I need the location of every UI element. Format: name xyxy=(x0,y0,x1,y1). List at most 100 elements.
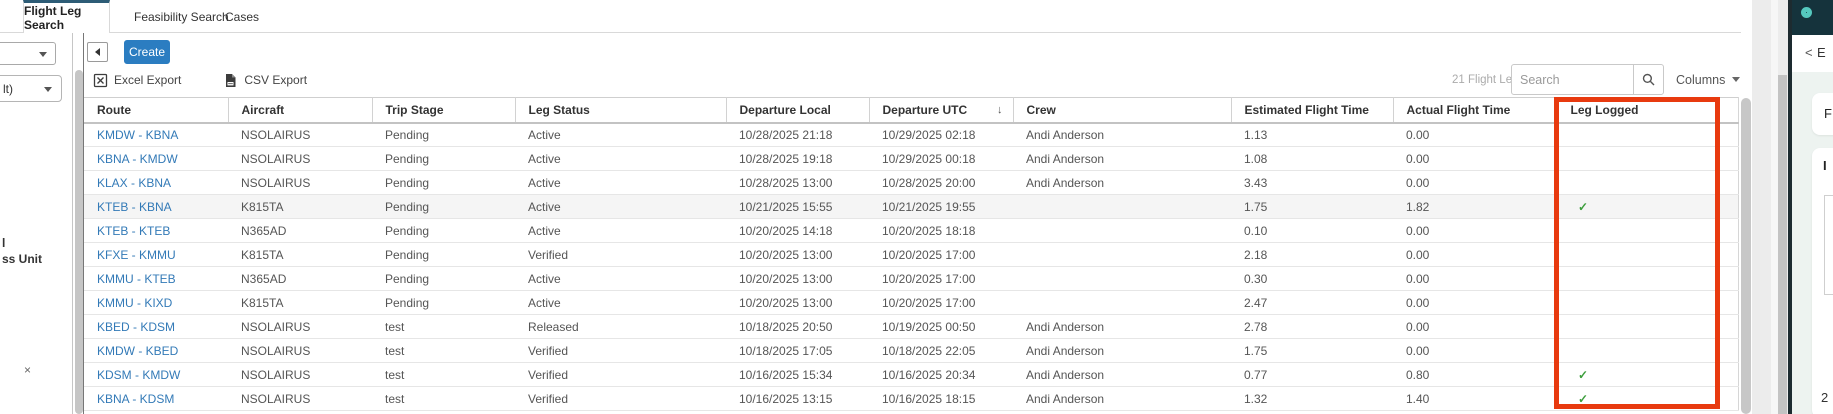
leg-logged-check-icon: ✓ xyxy=(1578,391,1589,406)
cell-crew: Andi Anderson xyxy=(1013,122,1231,147)
csv-export-button[interactable]: CSV Export xyxy=(223,73,307,88)
side-window-header xyxy=(1792,0,1833,35)
columns-dropdown[interactable]: Columns xyxy=(1676,64,1741,95)
filter-dropdown-2[interactable]: lt) xyxy=(0,75,62,102)
table-row[interactable]: KMMU - KTEB N365AD Pending Active 10/20/2025… xyxy=(84,266,1738,291)
cell-aircraft: NSOLAIRUS xyxy=(228,386,372,411)
column-header-leg-logged[interactable]: Leg Logged xyxy=(1557,97,1738,124)
cell-estimated-flight-time: 0.77 xyxy=(1231,362,1393,387)
tab-feasibility-search[interactable]: Feasibility Search xyxy=(134,9,229,24)
cell-departure-utc: 10/16/2025 20:34 xyxy=(869,362,1013,387)
cell-estimated-flight-time: 1.32 xyxy=(1231,386,1393,411)
cell-aircraft: K815TA xyxy=(228,242,372,267)
collapse-panel-button[interactable] xyxy=(87,42,108,62)
cell-estimated-flight-time: 2.18 xyxy=(1231,242,1393,267)
column-header-estimated-flight-time[interactable]: Estimated Flight Time xyxy=(1231,97,1394,124)
cell-leg-status: Active xyxy=(515,266,726,291)
cell-departure-utc: 10/19/2025 00:50 xyxy=(869,314,1013,339)
window-scrollbar[interactable] xyxy=(1778,75,1787,414)
search-button[interactable] xyxy=(1633,65,1663,94)
table-row[interactable]: KDSM - KMDW NSOLAIRUS test Verified 10/16/20… xyxy=(84,362,1738,387)
route-link[interactable]: KBNA - KDSM xyxy=(97,391,175,406)
cell-aircraft: K815TA xyxy=(228,290,372,315)
cell-actual-flight-time: 0.00 xyxy=(1393,170,1557,195)
cell-leg-status: Active xyxy=(515,146,726,171)
cell-route: KBED - KDSM xyxy=(84,314,228,339)
tab-cases[interactable]: Cases xyxy=(225,9,260,24)
cell-departure-local: 10/18/2025 20:50 xyxy=(726,314,869,339)
filter-dropdown-1[interactable] xyxy=(0,42,56,65)
cell-departure-utc: 10/20/2025 17:00 xyxy=(869,290,1013,315)
table-row[interactable]: KBNA - KMDW NSOLAIRUS Pending Active 10/28/2… xyxy=(84,146,1738,171)
cell-crew xyxy=(1013,218,1231,243)
route-link[interactable]: KBED - KDSM xyxy=(97,319,176,334)
route-link[interactable]: KLAX - KBNA xyxy=(97,175,172,190)
cell-estimated-flight-time: 2.78 xyxy=(1231,314,1393,339)
cell-aircraft: NSOLAIRUS xyxy=(228,314,372,339)
tab-flight-leg-search[interactable]: Flight Leg Search xyxy=(23,0,110,33)
route-link[interactable]: KMMU - KTEB xyxy=(97,271,176,286)
route-link[interactable]: KMDW - KBNA xyxy=(97,127,179,142)
route-link[interactable]: KTEB - KBNA xyxy=(97,199,172,214)
excel-export-button[interactable]: Excel Export xyxy=(93,73,181,88)
table-row[interactable]: KTEB - KBNA K815TA Pending Active 10/21/2025… xyxy=(84,194,1738,219)
cell-crew xyxy=(1013,242,1231,267)
column-header-crew[interactable]: Crew xyxy=(1013,97,1232,124)
cell-crew: Andi Anderson xyxy=(1013,338,1231,363)
table-row[interactable]: KMMU - KIXD K815TA Pending Active 10/20/2025… xyxy=(84,290,1738,315)
cell-aircraft: N365AD xyxy=(228,266,372,291)
flight-legs-count: 21 Flight Legs xyxy=(1452,74,1525,86)
route-link[interactable]: KTEB - KTEB xyxy=(97,223,171,238)
cell-aircraft: N365AD xyxy=(228,218,372,243)
cell-actual-flight-time: 0.00 xyxy=(1393,314,1557,339)
cell-leg-status: Active xyxy=(515,122,726,147)
column-header-departure-local[interactable]: Departure Local xyxy=(726,97,870,124)
side-window-body: F I 2 3 xyxy=(1792,72,1833,414)
column-header-departure-utc[interactable]: Departure UTC ↓ xyxy=(869,97,1014,124)
cell-actual-flight-time: 0.00 xyxy=(1393,266,1557,291)
cell-route: KMMU - KIXD xyxy=(84,290,228,315)
card-2-inner-field[interactable] xyxy=(1824,195,1833,295)
leg-logged-check-icon: ✓ xyxy=(1578,199,1589,214)
table-row[interactable]: KMDW - KBED NSOLAIRUS test Verified 10/18/20… xyxy=(84,338,1738,363)
window-gutter-light xyxy=(1771,0,1778,414)
table-row[interactable]: KMDW - KBNA NSOLAIRUS Pending Active 10/28/2… xyxy=(84,122,1738,147)
route-link[interactable]: KMDW - KBED xyxy=(97,343,179,358)
cell-departure-utc: 10/20/2025 18:18 xyxy=(869,218,1013,243)
cell-route: KLAX - KBNA xyxy=(84,170,228,195)
table-row[interactable]: KLAX - KBNA NSOLAIRUS Pending Active 10/28/2… xyxy=(84,170,1738,195)
cell-departure-utc: 10/20/2025 17:00 xyxy=(869,266,1013,291)
cell-route: KMDW - KBED xyxy=(84,338,228,363)
column-header-trip-stage[interactable]: Trip Stage xyxy=(372,97,516,124)
create-button[interactable]: Create xyxy=(124,40,170,64)
column-header-aircraft[interactable]: Aircraft xyxy=(228,97,373,124)
table-row[interactable]: KBNA - KDSM NSOLAIRUS test Verified 10/16/20… xyxy=(84,386,1738,411)
column-header-actual-flight-time[interactable]: Actual Flight Time xyxy=(1393,97,1558,124)
table-row[interactable]: KBED - KDSM NSOLAIRUS test Released 10/18/20… xyxy=(84,314,1738,339)
cell-aircraft: NSOLAIRUS xyxy=(228,338,372,363)
route-link[interactable]: KFXE - KMMU xyxy=(97,247,176,262)
cell-trip-stage: test xyxy=(372,314,515,339)
close-icon[interactable]: × xyxy=(24,363,32,377)
search-input[interactable] xyxy=(1512,65,1633,94)
table-body: KMDW - KBNA NSOLAIRUS Pending Active 10/28/2… xyxy=(84,122,1738,411)
cell-departure-local: 10/28/2025 13:00 xyxy=(726,170,869,195)
column-header-leg-status[interactable]: Leg Status xyxy=(515,97,727,124)
back-chevron-icon[interactable]: < xyxy=(1805,45,1813,60)
table-scrollbar[interactable] xyxy=(1741,98,1751,414)
route-link[interactable]: KMMU - KIXD xyxy=(97,295,173,310)
table-row[interactable]: KFXE - KMMU K815TA Pending Verified 10/20/20… xyxy=(84,242,1738,267)
sidebar-scrollbar[interactable] xyxy=(75,70,83,414)
cell-leg-logged: ✓ xyxy=(1557,386,1738,411)
cell-actual-flight-time: 0.00 xyxy=(1393,338,1557,363)
column-header-route[interactable]: Route xyxy=(84,97,229,124)
cell-leg-status: Verified xyxy=(515,242,726,267)
side-window-card-1[interactable]: F xyxy=(1812,93,1833,135)
cell-estimated-flight-time: 1.75 xyxy=(1231,338,1393,363)
cell-trip-stage: Pending xyxy=(372,122,515,147)
table-row[interactable]: KTEB - KTEB N365AD Pending Active 10/20/2025… xyxy=(84,218,1738,243)
route-link[interactable]: KBNA - KMDW xyxy=(97,151,178,166)
cell-departure-utc: 10/18/2025 22:05 xyxy=(869,338,1013,363)
cell-crew: Andi Anderson xyxy=(1013,170,1231,195)
route-link[interactable]: KDSM - KMDW xyxy=(97,367,181,382)
